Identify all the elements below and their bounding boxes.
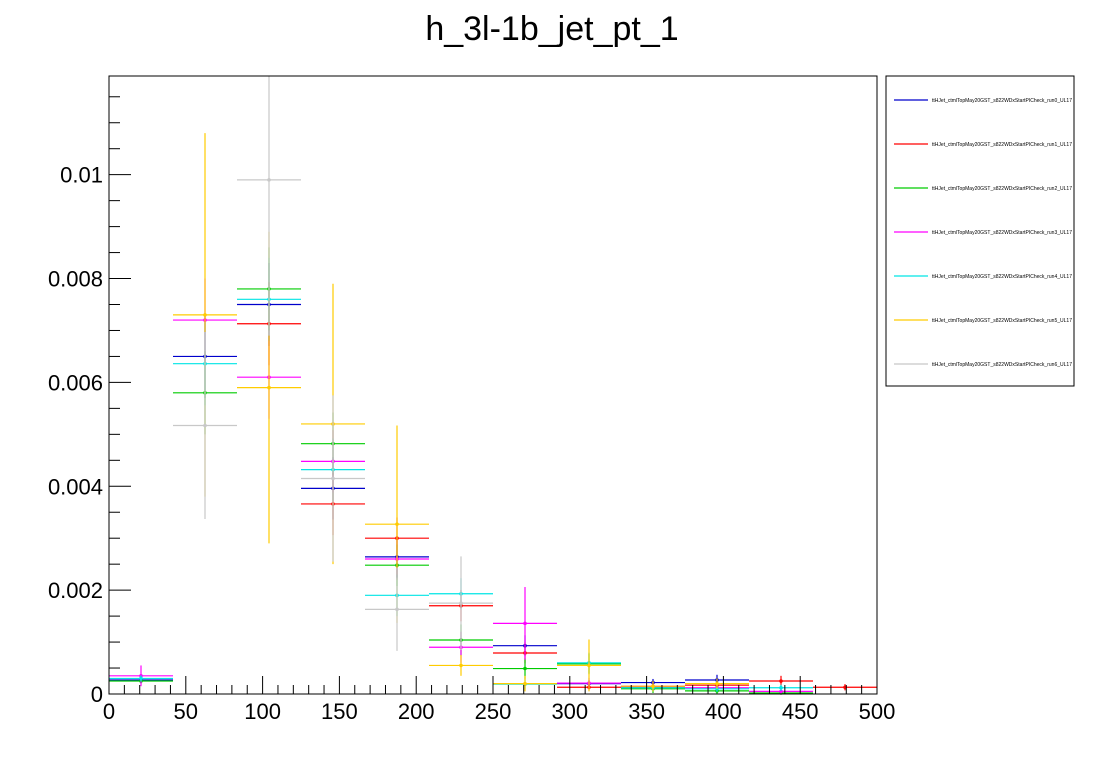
bin-marker	[331, 476, 335, 481]
plot-frame	[108, 75, 878, 695]
bin-marker	[267, 178, 271, 182]
bin-marker	[459, 663, 463, 668]
x-tick-label: 500	[859, 699, 896, 724]
bin-marker	[395, 607, 399, 612]
legend-entry: ttHJet_ctmlTopMay20GST_s822WDxStartPIChe…	[894, 230, 1072, 236]
bin-marker	[267, 385, 271, 390]
x-tick-label: 100	[244, 699, 281, 724]
legend-entry: ttHJet_ctmlTopMay20GST_s822WDxStartPIChe…	[894, 318, 1072, 324]
legend-label: ttHJet_ctmlTopMay20GST_s822WDxStartPIChe…	[932, 230, 1072, 236]
x-tick-label: 450	[782, 699, 819, 724]
x-axis: 0 50 100 150 200 250 300 350 400 450 500	[103, 676, 895, 724]
legend-entry: ttHJet_ctmlTopMay20GST_s822WDxStartPIChe…	[894, 142, 1072, 148]
y-tick-label: 0	[91, 682, 103, 707]
legend-entry: ttHJet_ctmlTopMay20GST_s822WDxStartPIChe…	[894, 98, 1072, 104]
bin-marker	[395, 522, 399, 526]
x-tick-label: 300	[551, 699, 588, 724]
y-tick-label: 0.004	[48, 474, 103, 499]
x-tick-label: 150	[321, 699, 358, 724]
bin-marker	[715, 681, 719, 686]
legend-label: ttHJet_ctmlTopMay20GST_s822WDxStartPIChe…	[932, 318, 1072, 324]
series-layer	[109, 76, 877, 695]
y-tick-label: 0.008	[48, 267, 103, 292]
y-tick-label: 0.006	[48, 370, 103, 395]
bin-marker	[523, 666, 527, 671]
bin-marker	[203, 313, 207, 317]
chart-title: h_3l-1b_jet_pt_1	[425, 10, 678, 48]
bin-marker	[139, 676, 143, 681]
legend: ttHJet_ctmlTopMay20GST_s822WDxStartPIChe…	[894, 98, 1072, 368]
series-6	[173, 76, 493, 651]
bin-marker	[459, 601, 463, 605]
legend-entry: ttHJet_ctmlTopMay20GST_s822WDxStartPIChe…	[894, 186, 1072, 192]
bin-marker	[651, 684, 655, 689]
legend-label: ttHJet_ctmlTopMay20GST_s822WDxStartPIChe…	[932, 362, 1072, 368]
bin-marker	[523, 681, 527, 686]
x-tick-label: 250	[475, 699, 512, 724]
legend-box	[885, 75, 1075, 387]
legend-label: ttHJet_ctmlTopMay20GST_s822WDxStartPIChe…	[932, 142, 1072, 148]
x-tick-label: 350	[628, 699, 665, 724]
y-tick-label: 0.01	[60, 163, 103, 188]
bin-marker	[523, 621, 527, 626]
y-axis: 0 0.002 0.004 0.006 0.008 0.01	[48, 96, 131, 707]
bin-marker	[779, 679, 783, 683]
bin-marker	[779, 685, 783, 690]
legend-entry: ttHJet_ctmlTopMay20GST_s822WDxStartPIChe…	[894, 362, 1072, 368]
x-tick-label: 200	[398, 699, 435, 724]
bin-marker	[779, 689, 783, 694]
legend-entry: ttHJet_ctmlTopMay20GST_s822WDxStartPIChe…	[894, 274, 1072, 280]
bin-marker	[587, 663, 591, 668]
bin-marker	[203, 423, 207, 428]
x-tick-label: 50	[174, 699, 198, 724]
x-tick-label: 400	[705, 699, 742, 724]
y-tick-label: 0.002	[48, 578, 103, 603]
x-tick-label: 0	[103, 699, 115, 724]
legend-label: ttHJet_ctmlTopMay20GST_s822WDxStartPIChe…	[932, 98, 1072, 104]
legend-label: ttHJet_ctmlTopMay20GST_s822WDxStartPIChe…	[932, 274, 1072, 280]
legend-label: ttHJet_ctmlTopMay20GST_s822WDxStartPIChe…	[932, 186, 1072, 192]
